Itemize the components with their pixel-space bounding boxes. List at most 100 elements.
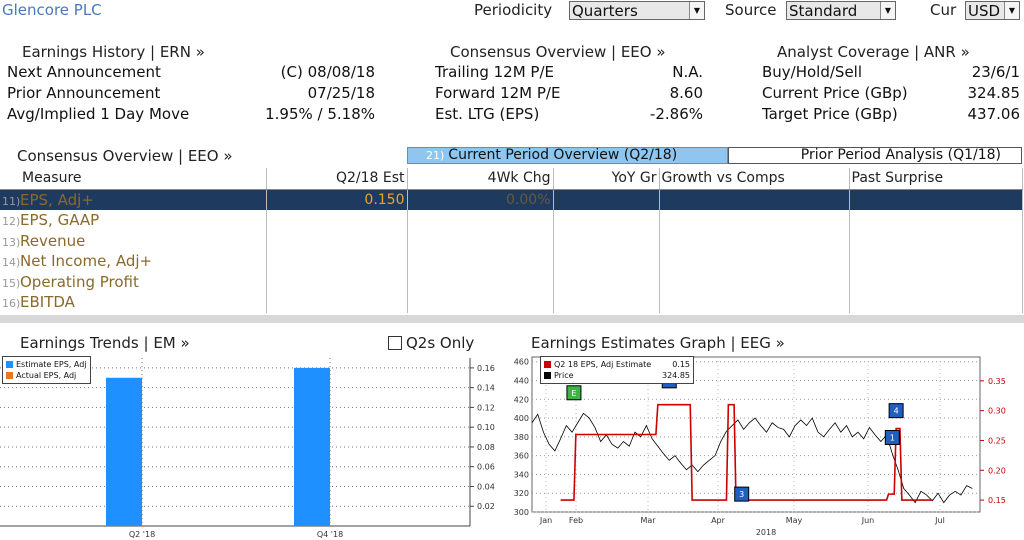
estimate-line bbox=[560, 403, 933, 501]
consensus-table: Measure Q2/18 Est 4Wk Chg YoY Gr Growth … bbox=[0, 168, 1023, 313]
y-tick-label: 360 bbox=[514, 452, 529, 461]
y-tick-label: 0.04 bbox=[477, 482, 495, 491]
source-dropdown[interactable]: Standard ▼ bbox=[786, 1, 896, 20]
column-header-est[interactable]: Q2/18 Est bbox=[266, 168, 408, 190]
estimate-value: 0.150 bbox=[266, 189, 408, 210]
y-tick-label: 440 bbox=[514, 376, 529, 385]
y-tick-label: 0.14 bbox=[477, 384, 495, 393]
y-tick-label: 0.15 bbox=[988, 496, 1006, 505]
estimates-graph-legend: Q2 18 EPS, Adj Estimate 0.15 Price 324.85 bbox=[540, 356, 694, 384]
y-tick-label: 0.06 bbox=[477, 463, 495, 472]
table-row[interactable]: 12)EPS, GAAP bbox=[0, 210, 1023, 231]
next-announcement-label: Next Announcement bbox=[7, 63, 161, 81]
column-header-measure[interactable]: Measure bbox=[0, 168, 267, 190]
column-header-growth-vs-comps[interactable]: Growth vs Comps bbox=[659, 168, 850, 190]
y-tick-label: 0.35 bbox=[988, 377, 1006, 386]
table-row[interactable]: 14)Net Income, Adj+ bbox=[0, 251, 1023, 272]
earnings-trends-chart: 0.02 0.04 0.06 0.08 0.10 0.12 0.14 0.16 Q2 '18 Q4… bbox=[0, 358, 495, 539]
chevron-down-icon[interactable]: ▼ bbox=[1004, 2, 1019, 19]
section-divider bbox=[0, 315, 1024, 323]
column-header-past-surprise[interactable]: Past Surprise bbox=[849, 168, 1023, 190]
tab-number: 21) bbox=[426, 149, 445, 162]
ltg-label: Est. LTG (EPS) bbox=[435, 105, 540, 123]
next-announcement-value: (C) 08/08/18 bbox=[280, 63, 375, 81]
current-price-value: 324.85 bbox=[967, 84, 1021, 102]
event-marker bbox=[884, 429, 900, 445]
earnings-history-title[interactable]: Earnings History | ERN » bbox=[22, 43, 205, 61]
periodicity-value: Quarters bbox=[572, 2, 638, 20]
avg-move-value: 1.95% / 5.18% bbox=[265, 105, 375, 123]
measure-name: EBITDA bbox=[20, 293, 75, 312]
y-tick-label: 420 bbox=[514, 395, 529, 404]
measure-name: Revenue bbox=[20, 231, 86, 250]
row-number: 11) bbox=[2, 194, 21, 208]
change-value: 0.00% bbox=[407, 189, 554, 210]
tab-prior-period-label: Prior Period Analysis (Q1/18) bbox=[800, 147, 1001, 163]
x-axis-label: 2018 bbox=[756, 528, 776, 537]
source-value: Standard bbox=[789, 2, 858, 20]
x-tick-label: Jul bbox=[934, 516, 945, 525]
tab-current-period-label: Current Period Overview (Q2/18) bbox=[448, 147, 678, 163]
target-price-value: 437.06 bbox=[967, 105, 1021, 123]
tab-current-period[interactable]: 21) Current Period Overview (Q2/18) bbox=[407, 147, 728, 164]
avg-move-label: Avg/Implied 1 Day Move bbox=[7, 105, 190, 123]
analyst-coverage-title[interactable]: Analyst Coverage | ANR » bbox=[777, 43, 970, 61]
price-line bbox=[531, 412, 973, 504]
buy-hold-sell-value: 23/6/1 bbox=[971, 63, 1020, 81]
event-marker bbox=[734, 486, 750, 502]
currency-value: USD bbox=[968, 2, 1001, 20]
y-tick-label: 0.30 bbox=[988, 407, 1006, 416]
estimates-graph-title[interactable]: Earnings Estimates Graph | EEG » bbox=[531, 334, 785, 352]
earnings-trends-title[interactable]: Earnings Trends | EM » bbox=[20, 334, 190, 352]
y-tick-label: 0.16 bbox=[477, 364, 495, 373]
x-tick-label: Mar bbox=[640, 516, 656, 525]
y-tick-label: 300 bbox=[514, 508, 529, 517]
y-tick-label: 460 bbox=[514, 358, 529, 367]
event-marker-label: 3 bbox=[739, 490, 744, 499]
company-name: Glencore PLC bbox=[2, 1, 102, 19]
measure-name: Operating Profit bbox=[20, 272, 139, 291]
column-header-yoy-gr[interactable]: YoY Gr bbox=[553, 168, 660, 190]
trailing-pe-label: Trailing 12M P/E bbox=[435, 63, 554, 81]
forward-pe-value: 8.60 bbox=[669, 84, 703, 102]
y-tick-label: 0.12 bbox=[477, 403, 495, 412]
x-tick-label: Q4 '18 bbox=[317, 530, 343, 539]
column-header-4wk-chg[interactable]: 4Wk Chg bbox=[407, 168, 554, 190]
table-row[interactable]: 11)EPS, Adj+ 0.150 0.00% bbox=[0, 189, 1023, 210]
table-row[interactable]: 16)EBITDA bbox=[0, 292, 1023, 313]
x-tick-label: Feb bbox=[569, 516, 583, 525]
x-tick-label: Apr bbox=[711, 516, 726, 525]
table-row[interactable]: 13)Revenue bbox=[0, 230, 1023, 251]
table-section-title[interactable]: Consensus Overview | EEO » bbox=[17, 147, 233, 165]
event-marker-label: 1 bbox=[890, 433, 895, 442]
y-tick-label: 320 bbox=[514, 489, 529, 498]
y-tick-label: 0.08 bbox=[477, 443, 495, 452]
measure-name: EPS, Adj+ bbox=[20, 190, 94, 209]
y-tick-label: 0.10 bbox=[477, 423, 495, 432]
table-header-row: Measure Q2/18 Est 4Wk Chg YoY Gr Growth … bbox=[0, 168, 1023, 190]
chevron-down-icon[interactable]: ▼ bbox=[880, 2, 895, 19]
currency-label: Cur bbox=[930, 1, 957, 19]
buy-hold-sell-label: Buy/Hold/Sell bbox=[762, 63, 863, 81]
x-tick-label: Jan bbox=[539, 516, 552, 525]
chevron-down-icon[interactable]: ▼ bbox=[689, 2, 704, 19]
table-row[interactable]: 15)Operating Profit bbox=[0, 271, 1023, 292]
q2s-only-checkbox[interactable] bbox=[388, 336, 402, 350]
row-number: 12) bbox=[2, 215, 21, 229]
event-marker bbox=[888, 403, 904, 419]
q2s-only-label: Q2s Only bbox=[406, 334, 475, 352]
currency-dropdown[interactable]: USD ▼ bbox=[965, 1, 1020, 20]
y-tick-label: 0.02 bbox=[477, 502, 495, 511]
periodicity-dropdown[interactable]: Quarters ▼ bbox=[569, 1, 705, 20]
periodicity-label: Periodicity bbox=[474, 1, 553, 19]
bar-estimate bbox=[106, 377, 142, 526]
trailing-pe-value: N.A. bbox=[672, 63, 703, 81]
tab-prior-period[interactable]: Prior Period Analysis (Q1/18) bbox=[728, 147, 1022, 164]
prior-announcement-label: Prior Announcement bbox=[7, 84, 161, 102]
row-number: 13) bbox=[2, 235, 21, 249]
consensus-overview-title[interactable]: Consensus Overview | EEO » bbox=[450, 43, 666, 61]
y-tick-label: 400 bbox=[514, 414, 529, 423]
y-tick-label: 380 bbox=[514, 433, 529, 442]
measure-name: Net Income, Adj+ bbox=[20, 252, 153, 271]
legend-entry-estimate: Estimate EPS, Adj bbox=[6, 359, 87, 370]
